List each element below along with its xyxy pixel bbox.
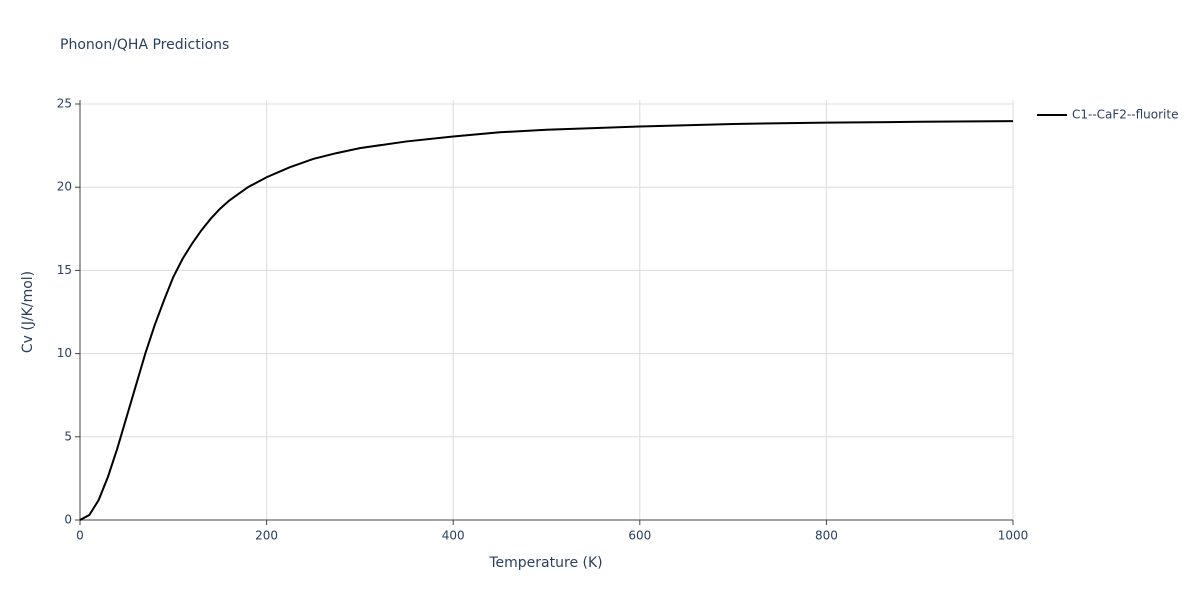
y-tick-label: 15 [57,263,72,277]
chart-title: Phonon/QHA Predictions [60,37,229,53]
x-tick-label: 600 [628,529,651,543]
y-tick-label: 0 [64,513,72,527]
y-tick-label: 5 [64,429,72,443]
y-axis-title: Cv (J/K/mol) [20,271,36,353]
y-tick-label: 20 [57,180,72,194]
line-series [79,120,1014,521]
x-tick-label: 800 [815,529,838,543]
x-tick-label: 200 [255,529,278,543]
y-tick-label: 25 [57,97,72,111]
y-tick-label: 10 [57,346,72,360]
legend-label: C1--CaF2--fluorite [1072,108,1178,122]
x-tick-label: 1000 [998,529,1029,543]
x-tick-label: 0 [76,529,84,543]
x-tick-label: 400 [442,529,465,543]
x-axis-title: Temperature (K) [488,555,602,571]
